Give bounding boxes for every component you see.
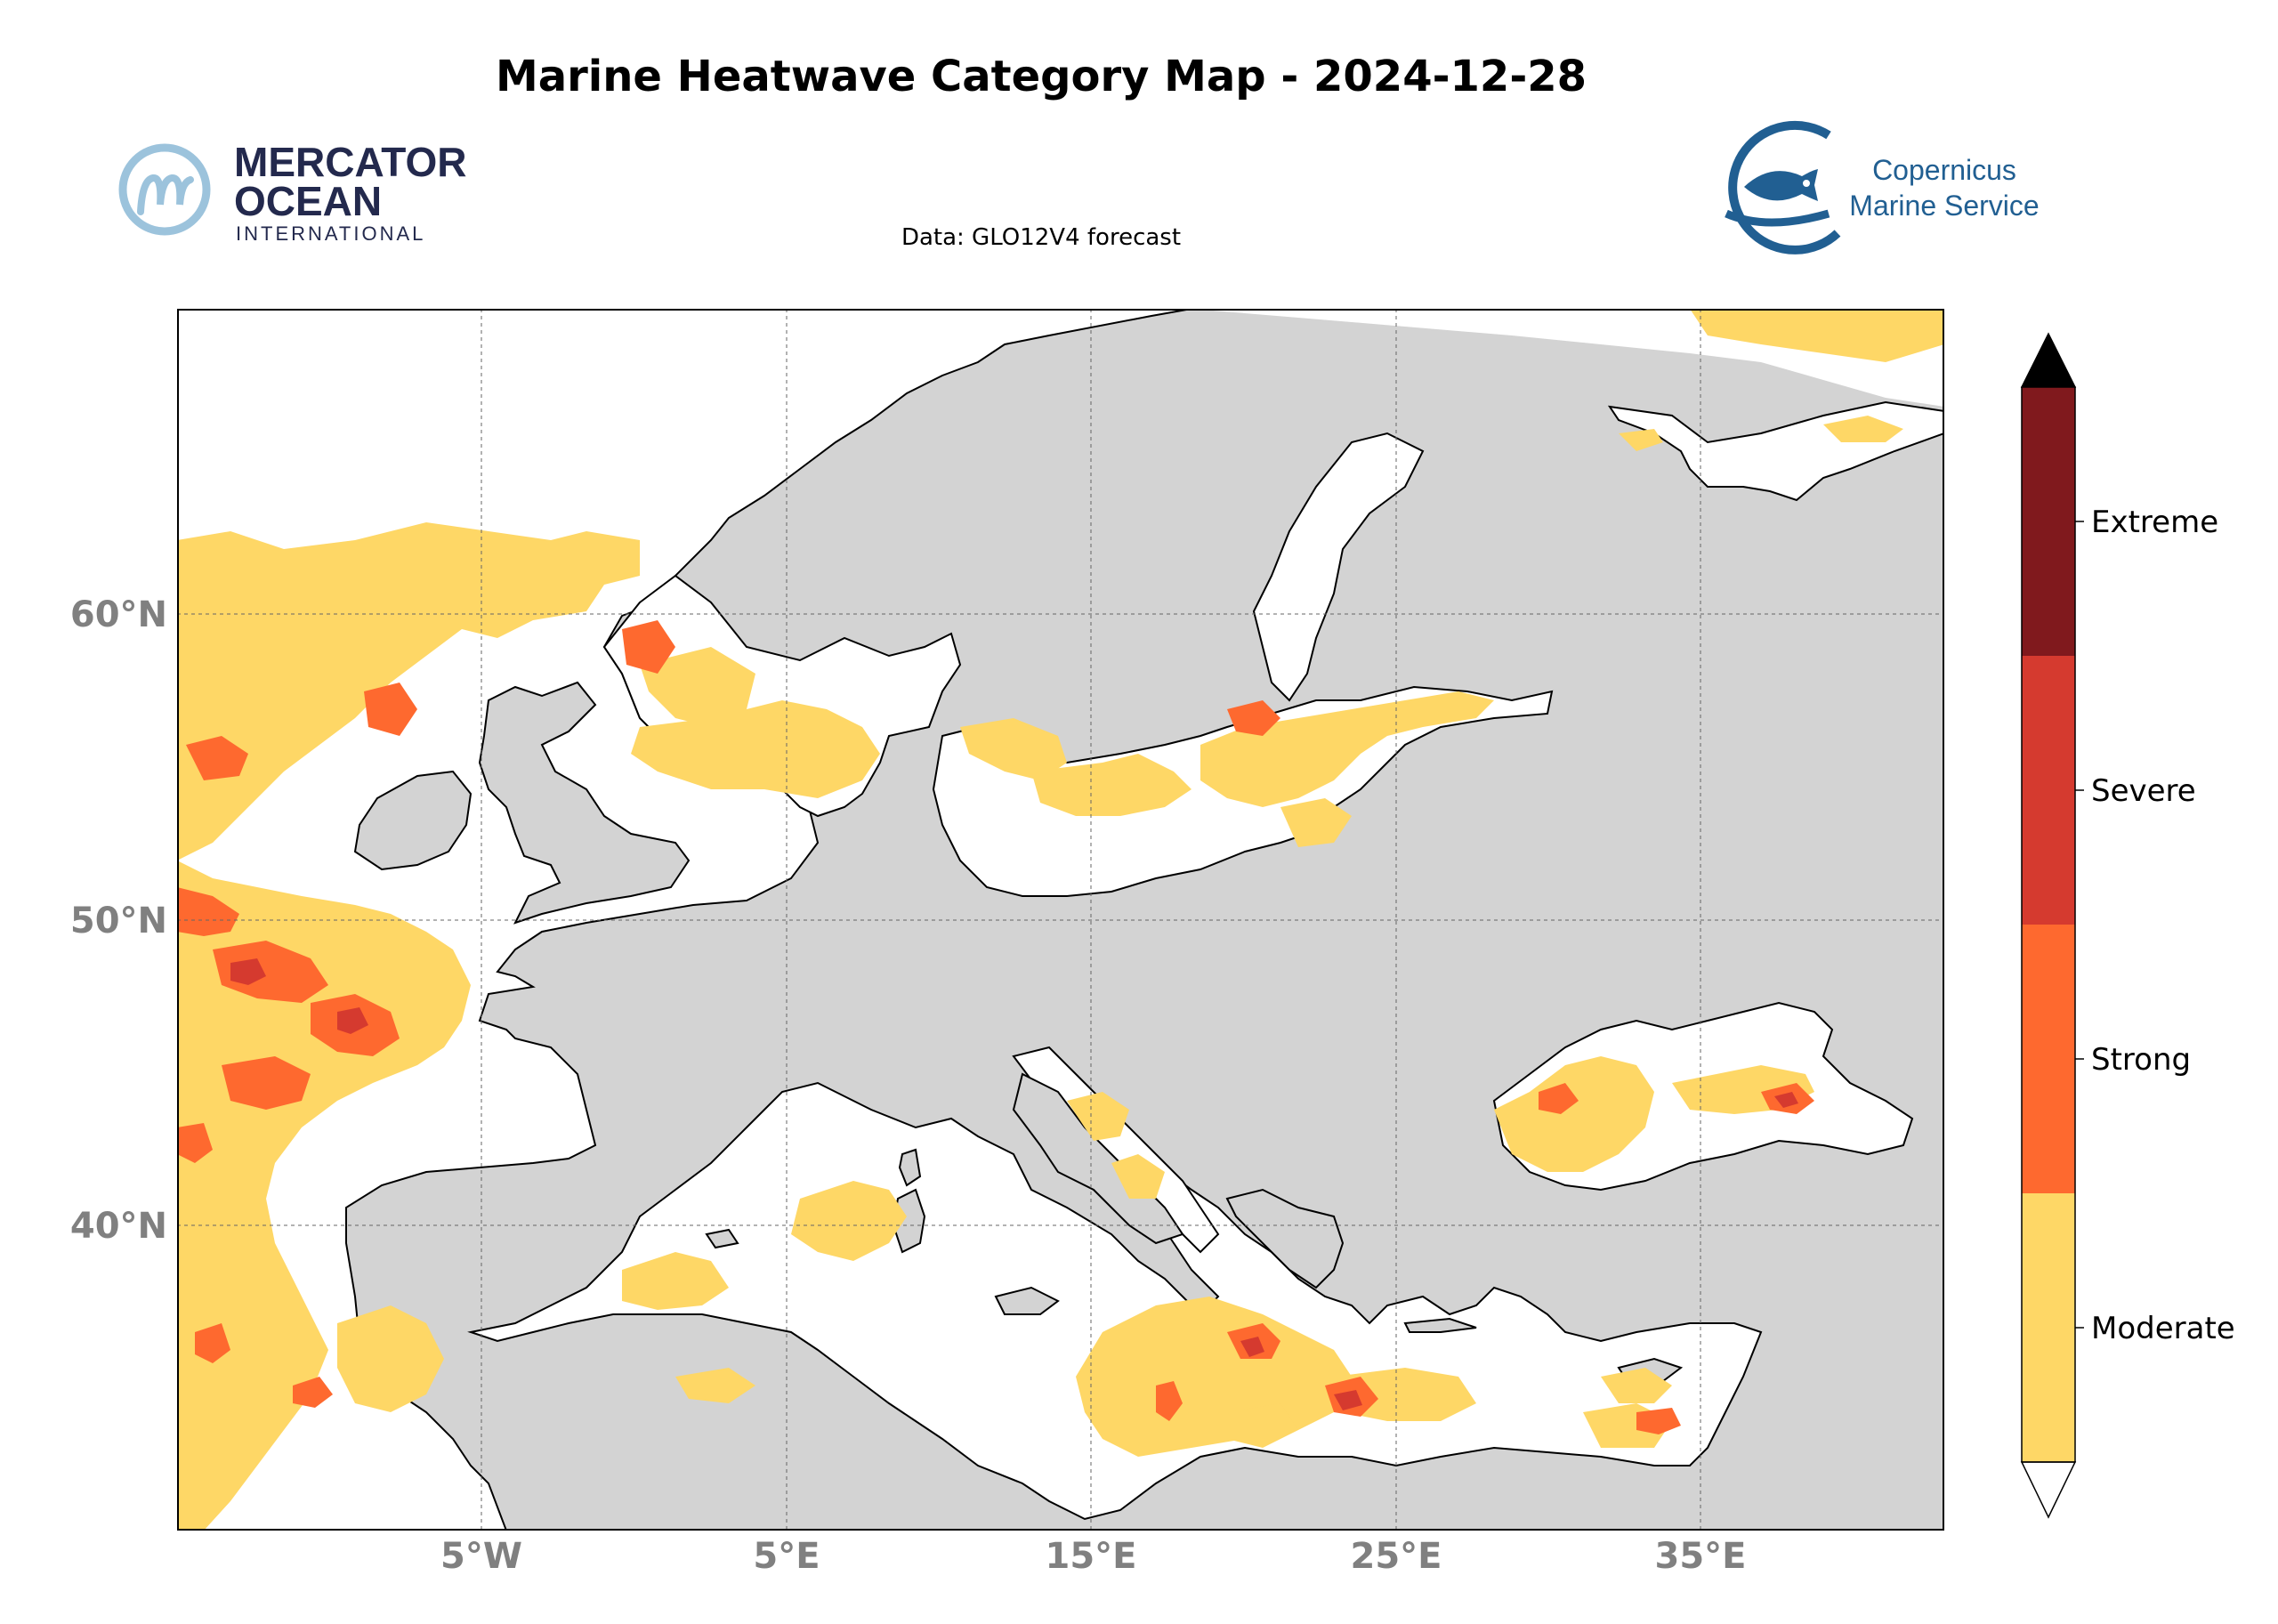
colorbar-extreme	[2022, 387, 2075, 656]
sicily	[994, 1286, 1060, 1315]
lon-tick-label: 15°E	[1046, 1536, 1137, 1577]
crete	[1403, 1317, 1477, 1333]
colorbar-moderate	[2022, 1193, 2075, 1462]
gulf-of-bothnia	[1252, 432, 1425, 702]
mercator-line3: INTERNATIONAL	[236, 222, 425, 245]
greece	[1225, 1188, 1345, 1289]
strong-patches	[177, 620, 1814, 1434]
copernicus-marine-logo: Copernicus Marine Service	[1725, 120, 2040, 255]
great-britain	[478, 681, 691, 925]
corsica	[898, 1148, 922, 1187]
data-source-label: Data: GLO12V4 forecast	[901, 224, 1182, 251]
gridlines	[177, 309, 1944, 1531]
legend-label-moderate: Moderate	[2091, 1311, 2235, 1346]
legend-label-extreme: Extreme	[2091, 505, 2218, 540]
map-frame	[177, 309, 1944, 1531]
copernicus-line2: Marine Service	[1849, 190, 2039, 222]
balearic-islands	[705, 1228, 739, 1249]
colorbar-over-triangle	[2020, 332, 2077, 388]
colorbar-under-triangle	[2020, 1461, 2077, 1519]
legend-label-severe: Severe	[2091, 773, 2196, 809]
map-title: Marine Heatwave Category Map - 2024-12-2…	[495, 52, 1587, 101]
ireland	[353, 770, 473, 871]
colorbar-severe	[2022, 656, 2075, 925]
lon-tick-label: 25°E	[1351, 1536, 1442, 1577]
mercator-line2: OCEAN	[234, 178, 382, 224]
fish-icon	[1744, 169, 1818, 201]
colorbar-strong	[2022, 925, 2075, 1193]
copernicus-line1: Copernicus	[1872, 154, 2016, 186]
mercator-ocean-logo: MERCATOR OCEAN INTERNATIONAL	[118, 139, 467, 245]
lat-tick-label: 50°N	[70, 901, 167, 941]
lon-tick-label: 5°E	[753, 1536, 820, 1577]
legend-label-strong: Strong	[2091, 1042, 2191, 1078]
heatwave-map	[177, 309, 1944, 1531]
category-colorbar: Extreme Severe Strong Moderate	[2020, 332, 2235, 1519]
italy	[1012, 1072, 1184, 1245]
severe-patches	[230, 958, 1798, 1410]
white-sea	[1607, 309, 1944, 502]
lon-tick-label: 5°W	[440, 1536, 522, 1577]
lon-tick-label: 35°E	[1655, 1536, 1747, 1577]
lat-tick-label: 60°N	[70, 594, 167, 635]
mercator-line1: MERCATOR	[234, 139, 467, 185]
lat-tick-label: 40°N	[70, 1206, 167, 1247]
moderate-patches	[177, 309, 1944, 1531]
